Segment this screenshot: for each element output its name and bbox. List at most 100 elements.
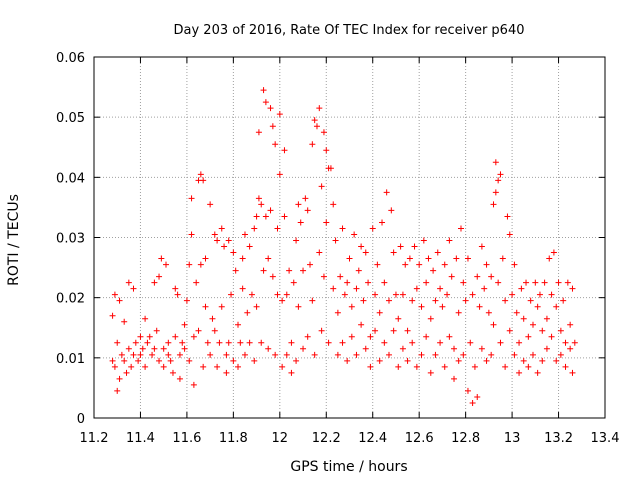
data-point [218,225,225,232]
data-point [218,303,225,310]
data-point [488,351,495,358]
data-point [553,357,560,364]
data-point [109,357,116,364]
data-point [253,213,260,220]
data-point [267,105,274,112]
data-point [341,291,348,298]
data-point [248,291,255,298]
data-point [525,363,532,370]
data-point [353,351,360,358]
data-point [402,261,409,268]
data-point [293,357,300,364]
data-point [295,303,302,310]
data-point [548,333,555,340]
data-point [121,357,128,364]
data-point [225,237,232,244]
data-point [376,357,383,364]
data-point [165,339,172,346]
data-point [432,297,439,304]
data-point [362,249,369,256]
data-point [455,309,462,316]
data-point [251,225,258,232]
data-point [557,351,564,358]
data-point [495,279,502,286]
data-point [276,171,283,178]
data-point [255,129,262,136]
data-point [297,219,304,226]
data-point [567,345,574,352]
data-point [464,387,471,394]
data-point [490,321,497,328]
data-point [325,339,332,346]
data-point [469,291,476,298]
data-point [111,291,118,298]
data-point [532,279,539,286]
data-point [262,213,269,220]
data-point [146,333,153,340]
data-point [216,339,223,346]
x-tick-label: 12.2 [312,431,341,446]
data-point [453,255,460,262]
data-point [195,327,202,334]
data-point [156,273,163,280]
data-point [358,243,365,250]
data-point [151,345,158,352]
data-point [478,345,485,352]
data-point [543,345,550,352]
data-point [506,231,513,238]
data-point [142,363,149,370]
data-point [190,333,197,340]
data-point [130,285,137,292]
data-point [323,147,330,154]
data-point [337,273,344,280]
data-point [172,333,179,340]
data-point [181,321,188,328]
data-point [135,357,142,364]
y-tick-label: 0.05 [56,111,85,126]
data-point [214,363,221,370]
data-point [395,315,402,322]
data-point [156,357,163,364]
data-point [111,363,118,370]
data-point [474,273,481,280]
data-point [557,327,564,334]
data-point [536,291,543,298]
data-point [516,369,523,376]
data-point [346,255,353,262]
data-point [186,261,193,268]
data-point [376,309,383,316]
data-point [462,297,469,304]
data-point [302,195,309,202]
data-point [258,201,265,208]
data-point [246,339,253,346]
data-point [142,315,149,322]
data-point [223,369,230,376]
data-point [165,351,172,358]
data-point [476,303,483,310]
data-point [316,105,323,112]
data-point [485,309,492,316]
data-point [230,249,237,256]
data-point [439,303,446,310]
data-point [260,267,267,274]
data-point [383,189,390,196]
data-point [492,159,499,166]
x-tick-label: 12.4 [358,431,387,446]
data-point [471,363,478,370]
data-point [355,267,362,274]
data-point [516,339,523,346]
data-point [362,345,369,352]
data-point [555,279,562,286]
data-point [441,261,448,268]
data-point [409,297,416,304]
data-point [451,345,458,352]
data-point [163,261,170,268]
data-point [255,195,262,202]
x-axis-label: GPS time / hours [290,459,407,475]
data-point [413,285,420,292]
data-point [274,291,281,298]
data-point [534,369,541,376]
data-point [348,303,355,310]
data-point [123,369,130,376]
